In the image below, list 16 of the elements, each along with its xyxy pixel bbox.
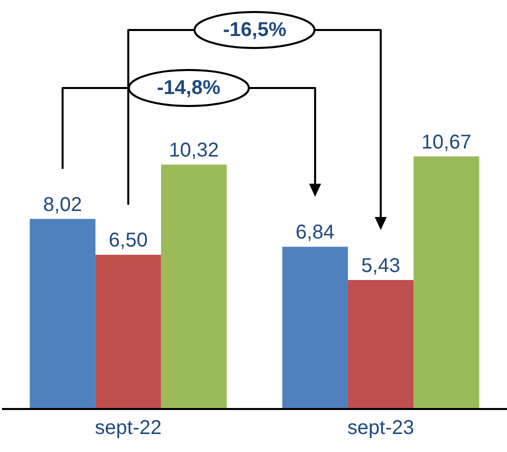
- data-label: 8,02: [43, 194, 82, 216]
- x-tick-label: sept-22: [94, 416, 162, 439]
- data-label: 10,67: [421, 131, 472, 154]
- data-label: 6,50: [108, 230, 148, 252]
- bar: [30, 218, 96, 408]
- bar: [95, 254, 162, 408]
- bar: [282, 246, 348, 408]
- data-label: 10,32: [168, 140, 219, 162]
- x-tick-label: sept-23: [347, 416, 414, 439]
- bar: [414, 156, 480, 408]
- bar: [348, 280, 414, 408]
- annotation: -14,8%: [157, 77, 221, 99]
- data-label: 5,43: [361, 254, 400, 277]
- bar: [161, 164, 227, 408]
- annotation: -16,5%: [223, 19, 287, 41]
- data-label: 6,84: [296, 222, 335, 244]
